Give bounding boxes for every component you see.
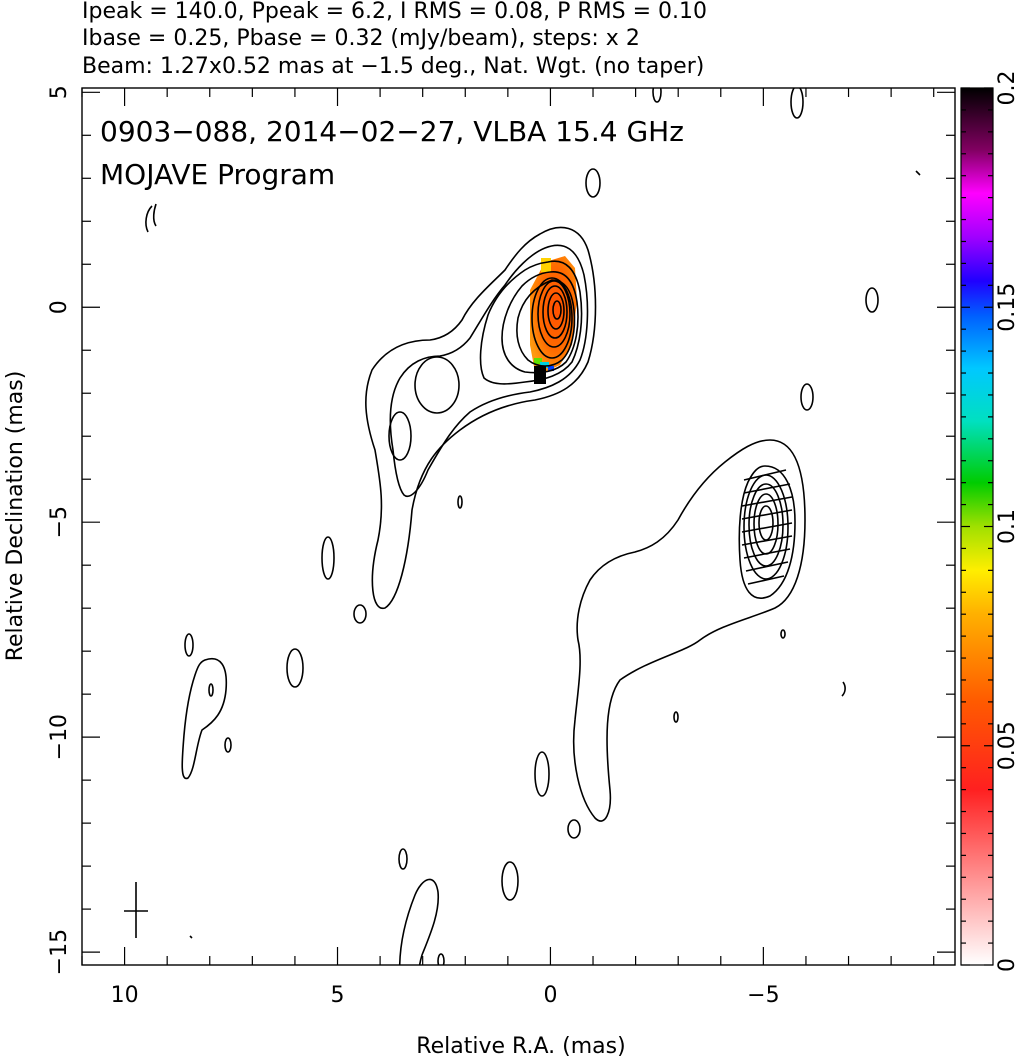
contour-map <box>124 88 921 965</box>
noise-contour <box>567 819 581 839</box>
polarization-edge-blue <box>548 366 554 371</box>
program-annotation: MOJAVE Program <box>100 158 335 191</box>
polarization-edge-cyan <box>540 362 549 368</box>
knot-contour-2 <box>738 465 796 599</box>
y-tick-label: −5 <box>47 506 72 538</box>
plot-frame <box>81 87 956 966</box>
contour-9 <box>547 292 565 330</box>
noise-contour <box>501 861 519 901</box>
outer-contour-core-jet <box>365 226 597 609</box>
noise-contour <box>208 683 214 697</box>
y-tick-label: 0 <box>47 300 72 314</box>
contour-2 <box>389 244 589 497</box>
contour-4 <box>501 271 579 374</box>
noise-contour <box>790 88 804 119</box>
noise-contour <box>673 711 679 723</box>
contour-6 <box>531 277 573 359</box>
colorbar-ticks <box>961 87 993 966</box>
contours <box>124 88 921 965</box>
noise-contour <box>841 681 846 697</box>
noise-contour <box>915 170 921 176</box>
y-tick-label: −10 <box>47 714 72 760</box>
polvec-3 <box>741 496 793 507</box>
noise-contour <box>184 633 194 657</box>
noise-contour <box>437 953 445 965</box>
contour-5 <box>516 279 576 367</box>
noise-contour <box>321 536 335 580</box>
noise-contour <box>585 168 601 198</box>
knot-contour-6 <box>758 505 774 541</box>
polvec-6 <box>741 535 793 546</box>
polarization-edge-green <box>534 358 542 364</box>
noise-contour <box>800 383 814 411</box>
colorbar-tick-label: 0 <box>995 958 1020 972</box>
noise-contour <box>534 751 550 797</box>
y-axis-label: Relative Declination (mas) <box>3 371 28 662</box>
noise-contour <box>181 658 228 780</box>
polvec-2 <box>743 483 791 494</box>
noise-contour <box>457 495 463 509</box>
colorbar-tick-label: 0.2 <box>995 71 1020 106</box>
polvec-8 <box>745 561 789 572</box>
colorbar-tick-label: 0.05 <box>995 721 1020 770</box>
x-tick-label: −5 <box>747 983 779 1008</box>
y-tick-label: 5 <box>47 85 72 99</box>
noise-contour <box>398 848 408 870</box>
polvec-9 <box>747 575 785 585</box>
x-tick-label: 5 <box>331 983 345 1008</box>
polvec-5 <box>741 522 793 533</box>
contour-7 <box>537 280 571 348</box>
polarization-edge-yellow <box>541 258 551 272</box>
header-line-3: Beam: 1.27x0.52 mas at −1.5 deg., Nat. W… <box>82 54 704 79</box>
axis-ticks <box>81 88 955 965</box>
jet-hole-contour <box>414 356 460 414</box>
header-line-1: Ipeak = 140.0, Ppeak = 6.2, I RMS = 0.08… <box>82 0 707 24</box>
noise-contour <box>189 935 193 939</box>
noise-contour <box>286 648 304 688</box>
contour-3 <box>479 260 583 385</box>
noise-contour <box>145 203 157 233</box>
header-line-2: Ibase = 0.25, Pbase = 0.32 (mJy/beam), s… <box>82 26 640 51</box>
noise-contour <box>224 737 232 753</box>
polvec-7 <box>743 548 791 559</box>
noise-contour <box>865 287 879 313</box>
x-tick-label: 0 <box>543 983 557 1008</box>
contour-8 <box>542 285 568 339</box>
source-annotation: 0903−088, 2014−02−27, VLBA 15.4 GHz <box>100 115 684 148</box>
noise-contour <box>353 604 367 624</box>
polvec-1 <box>743 469 787 481</box>
outer-contour-knot <box>572 439 806 822</box>
noise-contour <box>780 629 786 639</box>
polvec-4 <box>741 509 793 520</box>
noise-contour <box>398 878 440 965</box>
y-tick-label: −15 <box>47 929 72 975</box>
x-axis-label: Relative R.A. (mas) <box>416 1034 625 1059</box>
x-tick-label: 10 <box>111 983 139 1008</box>
jet-blob-contour <box>388 411 412 461</box>
noise-contour <box>652 88 662 103</box>
contour-10 <box>552 300 562 320</box>
colorbar-tick-label: 0.15 <box>995 283 1020 332</box>
colorbar-tick-label: 0.1 <box>995 509 1020 544</box>
